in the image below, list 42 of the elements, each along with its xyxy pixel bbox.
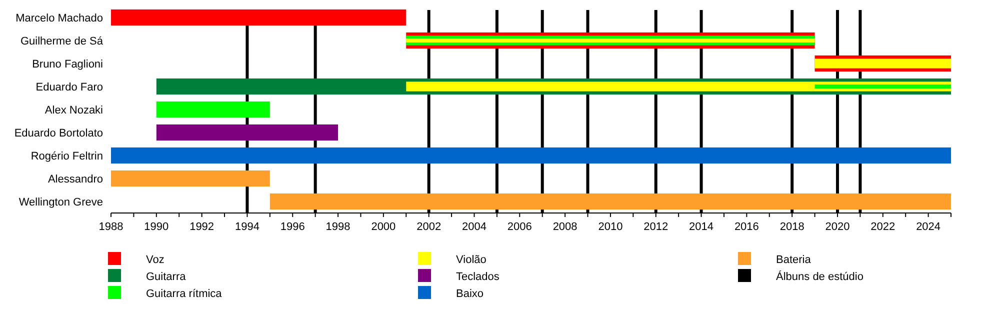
x-tick-label: 1994 xyxy=(234,220,260,233)
bar xyxy=(111,147,951,164)
legend-label: Guitarra rítmica xyxy=(146,288,223,300)
legend-label: Bateria xyxy=(776,254,812,266)
y-tick-label: Rogério Feltrin xyxy=(30,150,103,162)
x-tick-label: 2024 xyxy=(916,220,941,233)
bar xyxy=(111,170,270,187)
x-tick-label: 2014 xyxy=(689,220,714,233)
x-tick-label: 1992 xyxy=(190,220,214,233)
y-tick-label: Eduardo Bortolato xyxy=(14,127,103,140)
y-tick-label: Alex Nozaki xyxy=(44,104,103,116)
x-tick-label: 1988 xyxy=(98,220,124,233)
x-tick-label: 1990 xyxy=(144,220,169,233)
x-tick-label: 2008 xyxy=(552,220,578,233)
bar xyxy=(270,193,951,210)
x-tick-label: 2020 xyxy=(825,220,850,233)
legend-label: Guitarra xyxy=(146,270,187,283)
y-tick-label: Alessandro xyxy=(48,173,103,186)
x-tick-label: 2002 xyxy=(416,220,442,233)
bar xyxy=(111,9,406,26)
text: Álbuns de estúdio xyxy=(776,270,864,283)
x-tick-label: 2016 xyxy=(734,220,759,233)
legend-label: Voz xyxy=(146,254,164,266)
y-tick-label: Eduardo Faro xyxy=(36,81,103,94)
y-tick-label: Bruno Faglioni xyxy=(32,58,103,70)
x-tick-label: 2018 xyxy=(780,220,804,233)
legend-label: Teclados xyxy=(456,270,500,283)
x-tick-label: 1996 xyxy=(280,220,305,233)
bar xyxy=(156,124,338,141)
x-tick-label: 2004 xyxy=(462,220,486,233)
y-tick-label: Wellington Greve xyxy=(18,196,103,208)
x-tick-label: 2010 xyxy=(598,220,623,233)
x-tick-label: 2012 xyxy=(644,220,668,233)
y-tick-label: Guilherme de Sá xyxy=(20,35,104,48)
x-tick-label: 2022 xyxy=(870,220,896,233)
x-tick-label: 1998 xyxy=(326,220,350,233)
bar xyxy=(814,58,951,68)
legend-label: Baixo xyxy=(456,288,484,300)
y-tick-label: Marcelo Machado xyxy=(16,12,103,24)
x-tick-label: 2000 xyxy=(371,220,396,233)
x-tick-label: 2006 xyxy=(507,220,532,233)
legend-label: Violão xyxy=(456,254,486,266)
